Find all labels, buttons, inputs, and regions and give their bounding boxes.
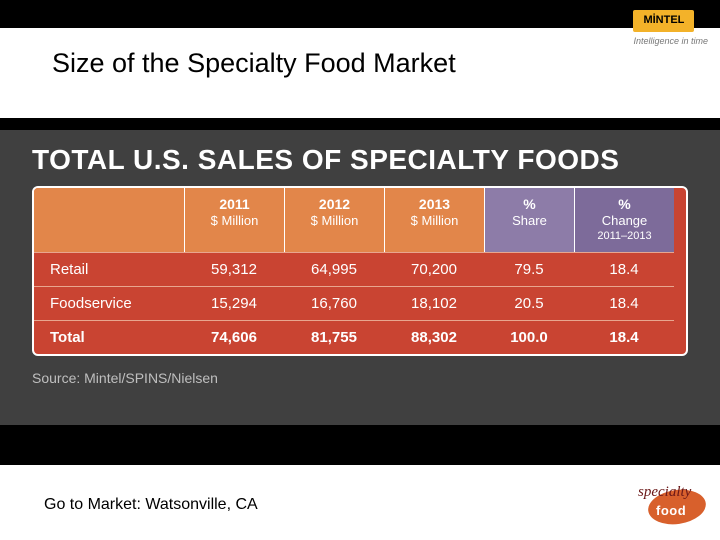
cell-retail-share: 79.5 xyxy=(484,252,574,286)
row-label-foodservice: Foodservice xyxy=(34,286,184,320)
cell-retail-change: 18.4 xyxy=(574,252,674,286)
sales-panel: TOTAL U.S. SALES OF SPECIALTY FOODS 2011… xyxy=(0,130,720,425)
header-sub-change: Change xyxy=(579,213,670,229)
sf-top-word: specialty xyxy=(638,484,691,501)
header-share: % Share xyxy=(484,188,574,252)
sales-table: 2011 $ Million 2012 $ Million 2013 $ Mil… xyxy=(32,186,688,356)
mintel-tagline: Intelligence in time xyxy=(633,36,708,46)
table-row-total: Total 74,606 81,755 88,302 100.0 18.4 xyxy=(34,320,686,354)
slide-title: Size of the Specialty Food Market xyxy=(52,48,456,79)
brand-top-logo: MİNTEL Intelligence in time xyxy=(633,10,708,46)
footer-white-area: Go to Market: Watsonville, CA specialty … xyxy=(0,465,720,540)
header-pct-change: % xyxy=(618,196,630,212)
header-sub-2013: $ Million xyxy=(389,213,480,229)
cell-food-2011: 15,294 xyxy=(184,286,284,320)
mintel-badge: MİNTEL xyxy=(633,10,694,32)
cell-total-change: 18.4 xyxy=(574,320,674,354)
cell-total-2013: 88,302 xyxy=(384,320,484,354)
cell-retail-2013: 70,200 xyxy=(384,252,484,286)
cell-food-change: 18.4 xyxy=(574,286,674,320)
row-label-total: Total xyxy=(34,320,184,354)
sf-logo-shape: specialty food xyxy=(638,478,706,528)
cell-total-2012: 81,755 xyxy=(284,320,384,354)
cell-food-share: 20.5 xyxy=(484,286,574,320)
header-year-2011: 2011 xyxy=(219,196,249,212)
table-row: Foodservice 15,294 16,760 18,102 20.5 18… xyxy=(34,286,686,320)
header-year-2013: 2013 xyxy=(419,196,450,212)
header-2013: 2013 $ Million xyxy=(384,188,484,252)
table-row: Retail 59,312 64,995 70,200 79.5 18.4 xyxy=(34,252,686,286)
header-sub-2012: $ Million xyxy=(289,213,380,229)
cell-retail-2011: 59,312 xyxy=(184,252,284,286)
header-year-2012: 2012 xyxy=(319,196,350,212)
table-header-row: 2011 $ Million 2012 $ Million 2013 $ Mil… xyxy=(34,188,686,252)
sf-bottom-word: food xyxy=(656,503,686,518)
cell-food-2013: 18,102 xyxy=(384,286,484,320)
row-label-retail: Retail xyxy=(34,252,184,286)
source-line: Source: Mintel/SPINS/Nielsen xyxy=(0,356,720,386)
header-sub-share: Share xyxy=(489,213,570,229)
header-tiny-range: 2011–2013 xyxy=(579,230,670,243)
header-2012: 2012 $ Million xyxy=(284,188,384,252)
header-blank xyxy=(34,188,184,252)
specialty-food-logo: specialty food xyxy=(638,478,706,528)
footer-text: Go to Market: Watsonville, CA xyxy=(44,496,258,514)
header-pct-share: % xyxy=(523,196,535,212)
cell-total-2011: 74,606 xyxy=(184,320,284,354)
header-2011: 2011 $ Million xyxy=(184,188,284,252)
header-change: % Change 2011–2013 xyxy=(574,188,674,252)
header-sub-2011: $ Million xyxy=(189,213,280,229)
cell-food-2012: 16,760 xyxy=(284,286,384,320)
panel-heading: TOTAL U.S. SALES OF SPECIALTY FOODS xyxy=(0,130,720,186)
cell-total-share: 100.0 xyxy=(484,320,574,354)
cell-retail-2012: 64,995 xyxy=(284,252,384,286)
